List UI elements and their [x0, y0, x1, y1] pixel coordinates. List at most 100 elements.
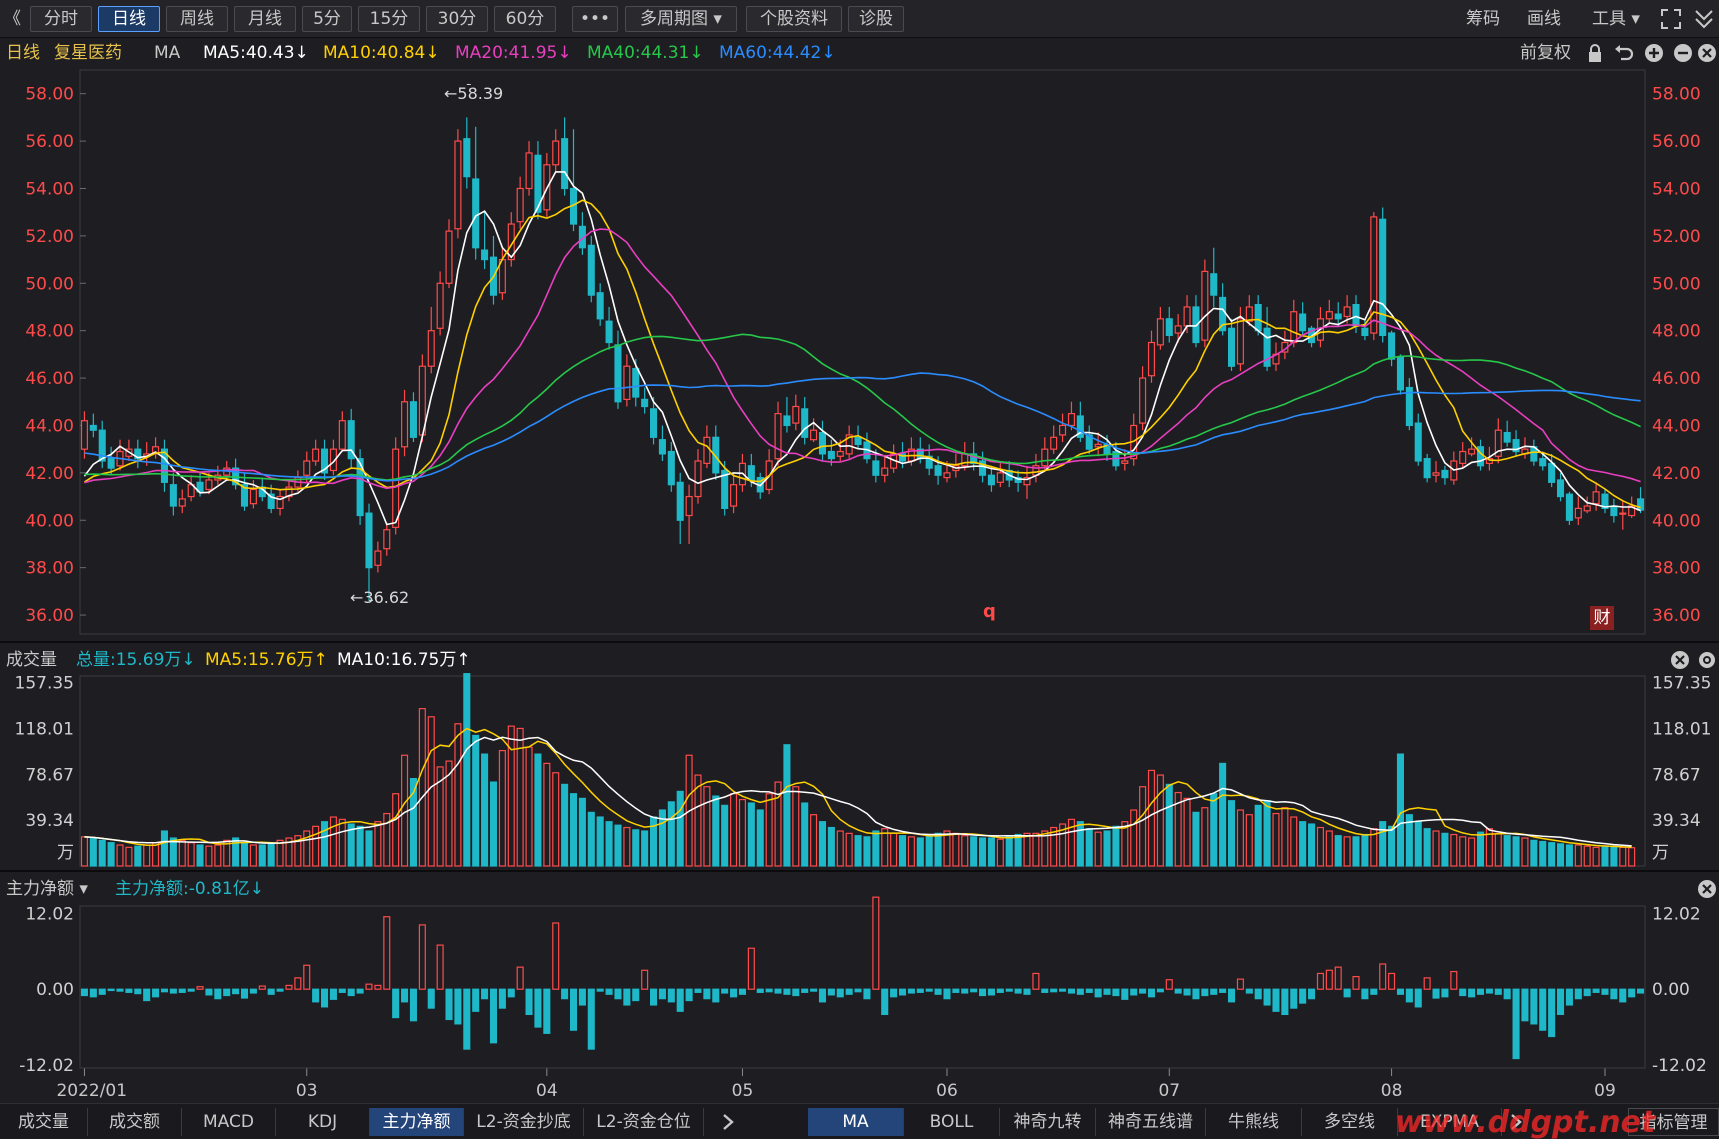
indicator-tab[interactable]: KDJ [276, 1108, 370, 1136]
flow-bar [1165, 979, 1173, 990]
volume-bar [1432, 830, 1440, 867]
more-periods-button[interactable]: ••• [572, 6, 618, 32]
candle [1414, 422, 1422, 462]
flow-bar [783, 988, 791, 995]
flow-close-icon[interactable] [1697, 879, 1717, 899]
overlay-tab[interactable]: BOLL [904, 1108, 1000, 1136]
volume-bar [1388, 825, 1396, 867]
flow-bar [347, 988, 355, 997]
volume-close-icon[interactable] [1670, 650, 1690, 670]
close-icon[interactable] [1697, 43, 1717, 63]
indicator-name[interactable]: MA [154, 43, 181, 63]
adjust-mode[interactable]: 前复权 [1520, 43, 1571, 63]
tab-15min[interactable]: 15分 [358, 6, 420, 32]
overlay-tab[interactable]: 神奇五线谱 [1096, 1108, 1206, 1136]
overlay-tab[interactable]: EXPMA [1398, 1108, 1502, 1136]
price-axis-label-right: 44.00 [1652, 416, 1701, 436]
candle [792, 405, 800, 424]
candle [1352, 304, 1360, 327]
flow-bar [979, 988, 987, 997]
volume-bar [160, 830, 169, 867]
candle [996, 472, 1004, 483]
diagnose-button[interactable]: 诊股 [848, 6, 904, 32]
volume-settings-icon[interactable] [1697, 650, 1717, 670]
overlay-tab[interactable]: MA [808, 1108, 904, 1136]
candle [1121, 460, 1129, 464]
volume-bar [898, 835, 907, 867]
candle [134, 448, 142, 460]
multi-period-button[interactable]: 多周期图 ▾ [625, 6, 737, 32]
volume-axis-label-left: 118.01 [15, 719, 74, 739]
price-axis-label-right: 50.00 [1652, 274, 1701, 294]
indicator-tab[interactable]: L2-资金抄底 [464, 1108, 584, 1136]
tab-60min[interactable]: 60分 [494, 6, 556, 32]
candle [401, 401, 409, 448]
tab-5min[interactable]: 5分 [302, 6, 352, 32]
candle [1139, 377, 1147, 424]
volume-bar [623, 826, 631, 867]
candle [1405, 386, 1413, 427]
tools-button[interactable]: 工具 ▾ [1592, 9, 1640, 29]
indicator-tab[interactable]: MACD [182, 1108, 276, 1136]
indicator-tab[interactable]: 成交额 [88, 1108, 182, 1136]
overlay-tab[interactable]: 牛熊线 [1206, 1108, 1302, 1136]
volume-bar [1503, 835, 1511, 867]
volume-axis-label-right: 78.67 [1652, 765, 1701, 785]
candle [1334, 313, 1342, 320]
volume-bar [232, 837, 240, 867]
flow-bar [1530, 988, 1538, 1025]
volume-bar [934, 832, 942, 867]
flow-bar [205, 988, 213, 996]
financial-report-icon[interactable]: 财 [1590, 606, 1614, 630]
volume-bar [925, 835, 933, 867]
flow-bar [730, 988, 738, 998]
candle [178, 498, 186, 507]
stock-chart[interactable]: 58.00 58.00 56.00 56.00 54.00 54.00 52.00 52.00… [0, 0, 1719, 1103]
volume-bar [676, 790, 684, 867]
draw-button[interactable]: 画线 [1527, 9, 1561, 29]
flow-bar [534, 988, 542, 1028]
fullscreen-icon[interactable] [1660, 8, 1682, 30]
tab-daily[interactable]: 日线 [98, 6, 160, 32]
indicator-tab[interactable]: L2-资金仓位 [584, 1108, 704, 1136]
flow-bar [774, 988, 782, 994]
collapse-left-icon[interactable]: 《 [4, 9, 21, 29]
flow-bar [374, 984, 382, 990]
tab-weekly[interactable]: 周线 [166, 6, 228, 32]
volume-bar [836, 830, 844, 867]
volume-axis-label-left: 157.35 [15, 674, 74, 694]
tab-monthly[interactable]: 月线 [234, 6, 296, 32]
collapse-icon[interactable] [1693, 8, 1715, 30]
candle [472, 178, 480, 249]
chip-button[interactable]: 筹码 [1466, 9, 1500, 29]
volume-total: 总量:15.69万↓ [76, 650, 196, 670]
flow-bar [249, 988, 257, 994]
candle [623, 365, 631, 400]
tab-30min[interactable]: 30分 [426, 6, 488, 32]
flow-bar [970, 988, 978, 993]
overlay-tab[interactable]: 神奇九转 [1000, 1108, 1096, 1136]
stock-profile-button[interactable]: 个股资料 [746, 6, 842, 32]
flow-bar [329, 988, 337, 1000]
volume-bar [338, 818, 346, 867]
zoom-out-icon[interactable] [1673, 43, 1693, 63]
stock-name[interactable]: 复星医药 [54, 43, 122, 63]
candle [98, 429, 106, 462]
candle [392, 448, 400, 528]
candle [1583, 505, 1591, 512]
tab-timeshare[interactable]: 分时 [30, 6, 92, 32]
flow-title[interactable]: 主力净额 ▾ [6, 879, 88, 899]
volume-bar [489, 781, 498, 867]
undo-icon[interactable] [1614, 43, 1634, 63]
overlay-tab[interactable]: 多空线 [1302, 1108, 1398, 1136]
price-axis-label-right: 52.00 [1652, 227, 1701, 247]
indicator-tab[interactable]: 成交量 [0, 1108, 88, 1136]
flow-bar [1521, 988, 1529, 1022]
chevron-right-icon[interactable] [720, 1112, 736, 1132]
chevron-right-icon[interactable] [1508, 1112, 1524, 1132]
zoom-in-icon[interactable] [1644, 43, 1664, 63]
lock-icon[interactable] [1586, 43, 1604, 63]
indicator-tab[interactable]: 主力净额 [370, 1108, 464, 1136]
flow-bar [1601, 988, 1609, 995]
q-marker[interactable]: q [983, 601, 996, 622]
